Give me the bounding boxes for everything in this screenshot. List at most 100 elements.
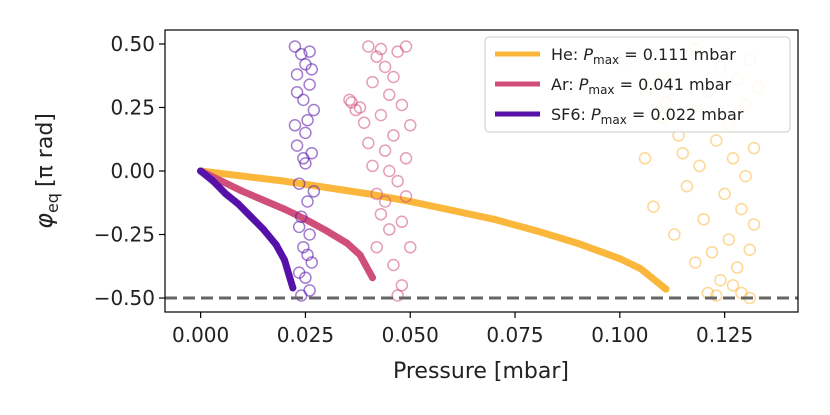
y-tick-label: 0.00 xyxy=(110,159,155,183)
scatter-point-ar xyxy=(395,279,409,292)
scatter-point-ar xyxy=(387,258,400,272)
scatter-point-ar xyxy=(383,88,396,102)
scatter-point-ar xyxy=(399,190,413,203)
curve-point-he xyxy=(448,206,456,214)
scatter-point-ar xyxy=(395,98,409,112)
scatter-point-sf6 xyxy=(294,47,308,61)
scatter-point-he xyxy=(647,200,660,213)
curve-point-sf6 xyxy=(289,284,297,292)
curve-point-ar xyxy=(356,251,364,259)
x-tick-label: 0.075 xyxy=(486,323,543,347)
scatter-point-sf6 xyxy=(303,45,316,58)
scatter-point-sf6 xyxy=(290,139,304,152)
scatter-point-sf6 xyxy=(307,103,321,117)
legend-box xyxy=(484,36,791,133)
curve-point-ar xyxy=(322,227,330,235)
scatter-point-ar xyxy=(353,101,367,114)
curve-point-sf6 xyxy=(222,190,230,198)
scatter-point-sf6 xyxy=(297,240,310,254)
y-tick-label: −0.25 xyxy=(94,223,155,247)
scatter-point-he xyxy=(638,152,652,165)
scatter-point-ar xyxy=(343,93,356,107)
scatter-point-ar xyxy=(370,187,383,201)
scatter-point-he xyxy=(743,243,757,257)
scatter-point-ar xyxy=(403,240,417,254)
scatter-point-sf6 xyxy=(288,119,302,132)
scatter-point-he xyxy=(735,202,748,216)
curve-point-he xyxy=(406,197,414,205)
scatter-point-sf6 xyxy=(305,256,318,269)
curve-point-sf6 xyxy=(197,167,205,175)
scatter-point-sf6 xyxy=(303,284,316,297)
curve-point-he xyxy=(322,184,330,192)
curve-point-ar xyxy=(343,239,351,247)
legend: He: Pmax = 0.111 mbar Ar: Pmax = 0.041 m… xyxy=(484,36,791,133)
scatter-point-ar xyxy=(357,116,371,129)
x-tick-label: 0.000 xyxy=(172,323,229,347)
curve-point-he xyxy=(574,239,582,247)
scatter-point-sf6 xyxy=(290,68,304,81)
scatter-point-he xyxy=(693,159,706,173)
scatter-point-ar xyxy=(383,164,396,178)
scatter-point-ar xyxy=(374,108,388,122)
scatter-point-sf6 xyxy=(292,177,306,190)
curve-point-ar xyxy=(280,205,288,213)
curve-point-he xyxy=(280,177,288,185)
scatter-point-sf6 xyxy=(301,113,314,127)
scatter-point-sf6 xyxy=(301,248,314,262)
legend-label-he: He: Pmax = 0.111 mbar xyxy=(551,45,736,67)
scatter-point-he xyxy=(676,146,689,160)
scatter-point-ar xyxy=(378,195,392,208)
curve-point-ar xyxy=(369,274,377,282)
scatter-point-ar xyxy=(387,129,400,142)
y-tick-label: 0.50 xyxy=(110,32,155,56)
scatter-point-he xyxy=(722,233,736,246)
scatter-point-ar xyxy=(391,289,404,302)
scatter-point-sf6 xyxy=(288,40,302,53)
legend-label-ar: Ar: Pmax = 0.041 mbar xyxy=(551,75,732,97)
curve-point-ar xyxy=(260,196,268,204)
scatter-point-he xyxy=(697,213,710,226)
scatter-point-ar xyxy=(362,40,375,53)
y-axis-symbol: φ xyxy=(30,213,58,229)
series-sf6 xyxy=(197,40,321,302)
scatter-point-he xyxy=(705,246,719,259)
scatter-point-sf6 xyxy=(305,63,318,76)
curve-point-he xyxy=(532,227,540,235)
scatter-point-he xyxy=(747,218,761,231)
scatter-point-he xyxy=(710,134,723,147)
scatter-point-sf6 xyxy=(290,85,304,99)
x-tick-label: 0.100 xyxy=(591,323,648,347)
scatter-point-he xyxy=(726,279,740,292)
scatter-point-he xyxy=(730,261,744,274)
curve-point-he xyxy=(616,255,624,263)
y-axis: 0.50 0.25 0.00 −0.25 −0.50 xyxy=(94,32,165,310)
scatter-point-ar xyxy=(383,223,396,236)
scatter-point-ar xyxy=(362,136,375,150)
curve-point-he xyxy=(637,265,645,273)
y-axis-unit: [π rad] xyxy=(33,113,58,187)
curve-point-he xyxy=(662,285,670,293)
y-axis-title: φeq [π rad] xyxy=(30,113,62,229)
curve-point-sf6 xyxy=(272,241,280,249)
scatter-point-sf6 xyxy=(292,220,306,234)
scatter-point-ar xyxy=(366,75,379,89)
curve-point-he xyxy=(239,172,247,180)
scatter-point-he xyxy=(718,187,731,201)
scatter-point-ar xyxy=(374,207,388,221)
scatter-point-sf6 xyxy=(297,152,310,165)
curve-point-ar xyxy=(239,187,247,195)
scatter-point-ar xyxy=(370,240,383,254)
y-tick-label: −0.50 xyxy=(94,286,155,310)
curve-point-sf6 xyxy=(247,213,255,221)
scatter-point-sf6 xyxy=(297,93,310,107)
scatter-point-he xyxy=(739,169,752,183)
curve-point-he xyxy=(490,215,498,223)
x-tick-label: 0.050 xyxy=(382,323,439,347)
scatter-point-he xyxy=(710,289,723,302)
scatter-point-sf6 xyxy=(292,266,306,279)
scatter-point-ar xyxy=(399,40,413,53)
legend-label-sf6: SF6: Pmax = 0.022 mbar xyxy=(551,105,744,127)
x-axis: 0.000 0.025 0.050 0.075 0.100 0.125 xyxy=(172,312,753,347)
x-tick-label: 0.125 xyxy=(696,323,753,347)
